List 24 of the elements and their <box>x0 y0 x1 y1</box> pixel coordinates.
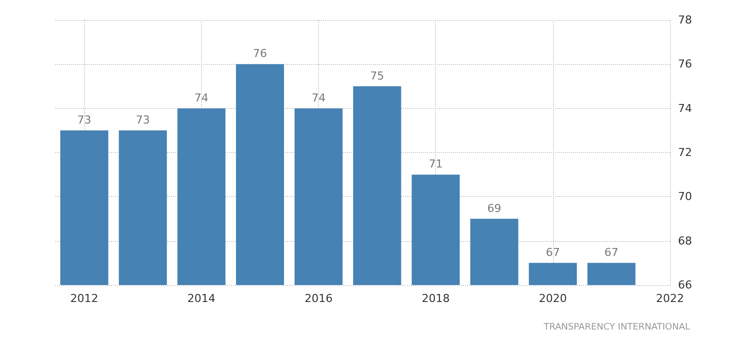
y-tick-label: 70 <box>678 190 692 204</box>
data-label: 71 <box>428 158 443 171</box>
y-tick-label: 76 <box>678 58 692 71</box>
text: TRANSPARENCY INTERNATIONAL <box>542 322 690 332</box>
data-label: 73 <box>136 113 150 126</box>
data-label: 67 <box>546 246 560 259</box>
x-tick-label: 2018 <box>422 292 450 305</box>
data-label: 67 <box>604 246 618 259</box>
data-label: 76 <box>253 47 267 60</box>
y-tick-label: 78 <box>678 14 692 26</box>
x-tick-label: 2012 <box>70 292 98 305</box>
x-tick-label: 2016 <box>304 292 333 305</box>
y-tick-label: 66 <box>678 278 692 292</box>
x-tick-label: 2020 <box>538 292 567 305</box>
y-tick-label: 72 <box>678 146 692 159</box>
data-label: 74 <box>312 91 326 104</box>
data-label: 74 <box>194 91 208 104</box>
x-tick-label: 2014 <box>187 292 216 305</box>
data-label: 73 <box>77 113 92 126</box>
y-tick-label: 68 <box>678 234 692 248</box>
data-label: 69 <box>487 202 502 215</box>
y-tick-label: 74 <box>678 102 692 115</box>
data-label: 75 <box>370 69 384 82</box>
x-tick-label: 2022 <box>656 292 684 305</box>
